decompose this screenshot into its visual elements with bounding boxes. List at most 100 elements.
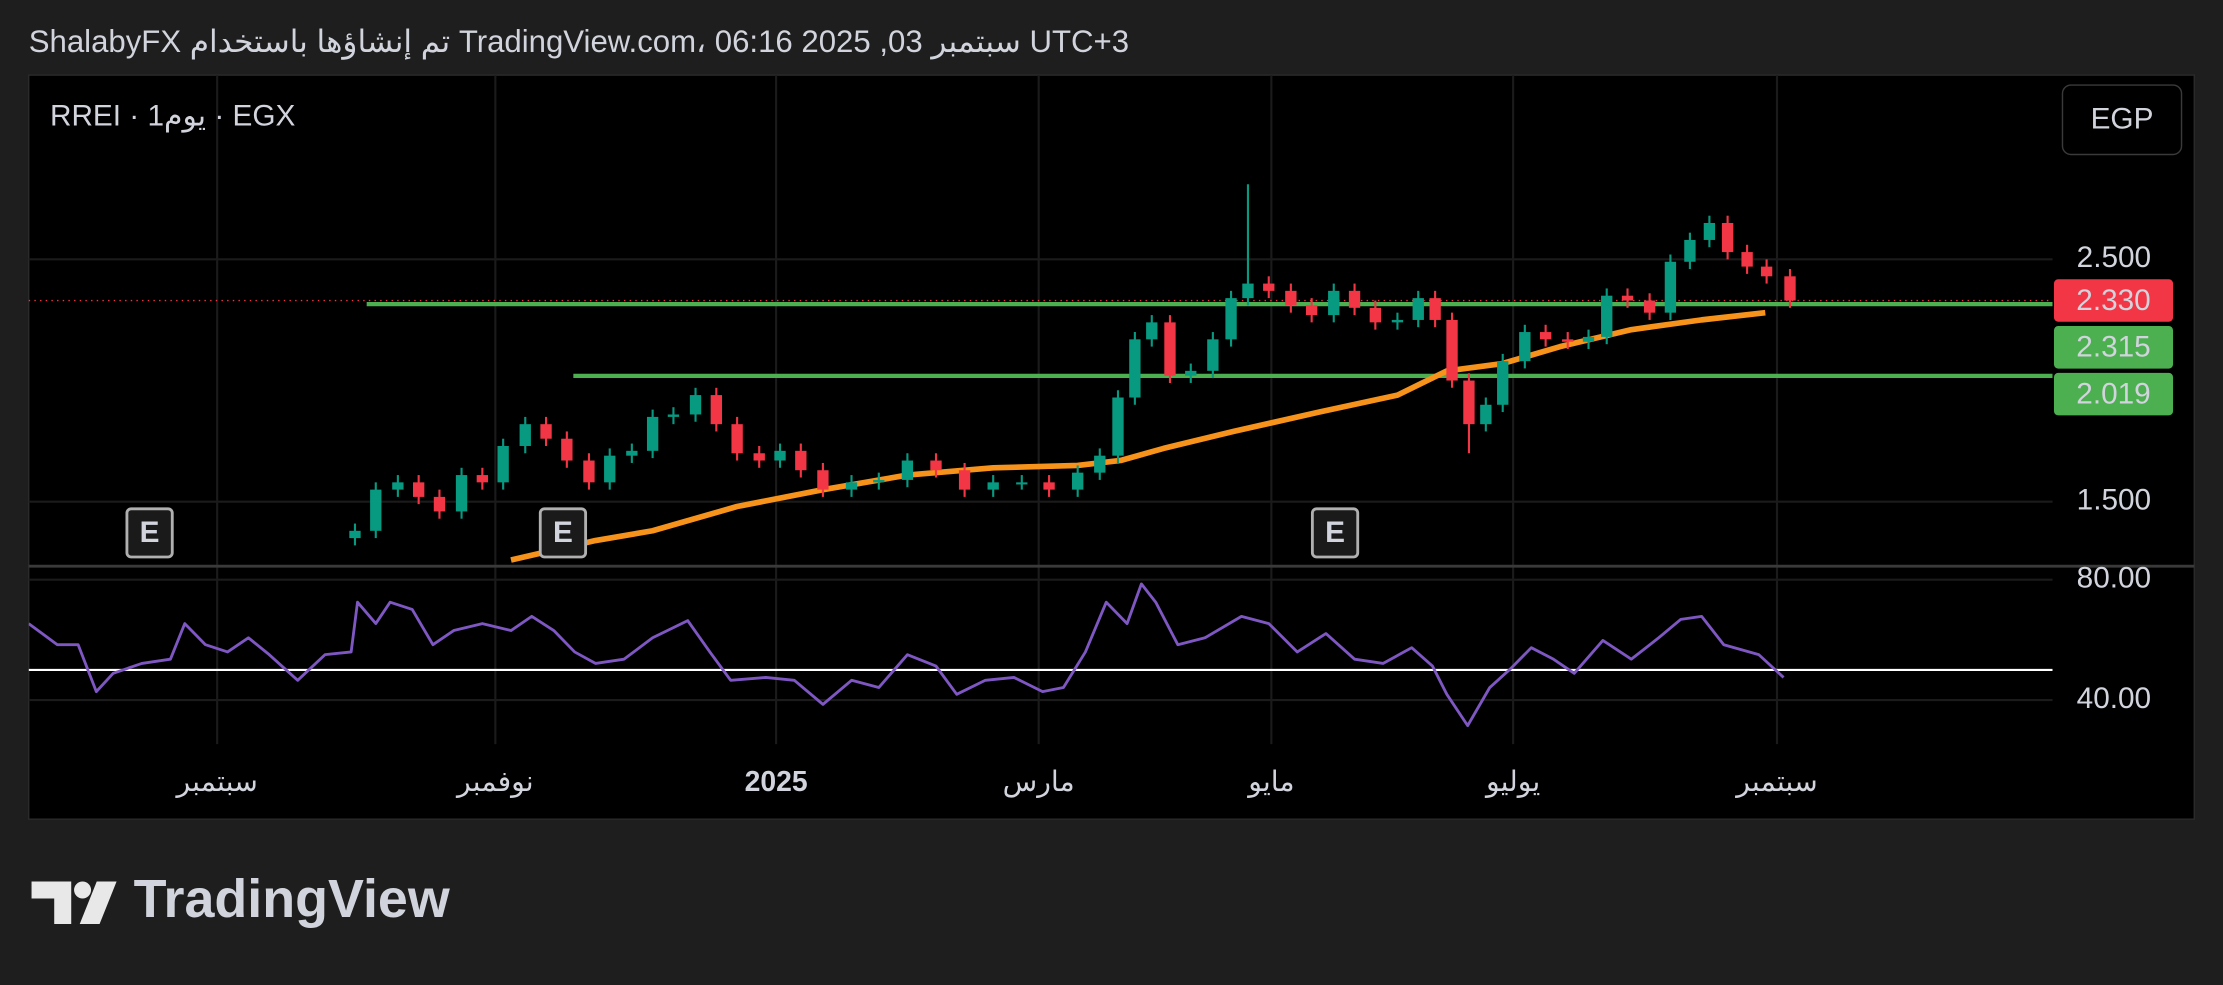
candle-body xyxy=(370,489,382,531)
candle-body xyxy=(1643,300,1656,313)
candle-body xyxy=(1480,404,1492,425)
candle-body xyxy=(1664,261,1677,313)
candle-body xyxy=(1043,482,1055,490)
candle-body xyxy=(1185,370,1197,376)
candle-body xyxy=(1463,380,1475,425)
candle-body xyxy=(1621,295,1634,301)
candle-body xyxy=(392,482,404,490)
candle-body xyxy=(689,395,702,415)
candle-body xyxy=(1519,332,1531,362)
candle-body xyxy=(540,424,552,439)
price-badge-label: 2.330 xyxy=(2076,284,2150,317)
candle-body xyxy=(412,482,425,497)
candle-body xyxy=(1225,298,1237,340)
candle-body xyxy=(753,453,765,461)
symbol-label: RREI · 1يوم · EGX xyxy=(50,99,296,132)
logo-icon xyxy=(31,881,117,925)
earnings-label: E xyxy=(553,516,573,549)
candle-body xyxy=(845,482,858,490)
price-pane xyxy=(28,184,2053,563)
x-tick-label: 2025 xyxy=(745,766,808,798)
earnings-label: E xyxy=(1325,516,1345,549)
candle-body xyxy=(646,416,659,451)
x-tick-label: يوليو xyxy=(1484,766,1540,798)
y-tick-label: 2.500 xyxy=(2077,241,2151,274)
candle-body xyxy=(1412,298,1424,320)
x-tick-label: سبتمبر xyxy=(174,766,257,798)
earnings-marker xyxy=(125,507,174,559)
candle-body xyxy=(1285,290,1297,306)
candle-body xyxy=(1207,339,1219,371)
moving-average xyxy=(510,309,1766,563)
price-badge xyxy=(2053,279,2174,322)
candle-body xyxy=(987,482,999,490)
candle-body xyxy=(1072,472,1084,490)
candle-body xyxy=(497,445,509,483)
candle-body xyxy=(433,496,446,512)
candle-body xyxy=(1784,276,1796,301)
y-tick-label: 40.00 xyxy=(2077,682,2151,715)
candle-body xyxy=(1146,322,1158,340)
candle-body xyxy=(1429,298,1441,320)
candle-body xyxy=(561,438,573,461)
candle-body xyxy=(710,395,722,425)
y-tick-label: 80.00 xyxy=(2077,562,2151,595)
candle-body xyxy=(1703,222,1716,240)
candle-body xyxy=(1539,332,1552,340)
candle-body xyxy=(1129,339,1141,398)
candle-body xyxy=(1684,239,1696,262)
x-tick-label: سبتمبر xyxy=(1734,766,1817,798)
candle-body xyxy=(1601,295,1613,337)
candle-body xyxy=(519,424,531,446)
price-badge xyxy=(2053,372,2174,416)
rsi-line xyxy=(28,582,1785,728)
candle-body xyxy=(1112,397,1124,456)
candle-body xyxy=(455,475,468,512)
y-tick-label: 1.500 xyxy=(2077,484,2151,517)
candle-body xyxy=(1242,283,1254,299)
candle-body xyxy=(1562,339,1574,342)
header-text: ShalabyFX تم إنشاؤها باستخدام TradingVie… xyxy=(29,24,1129,60)
candle-body xyxy=(583,460,595,483)
price-badge-label: 2.315 xyxy=(2076,331,2150,364)
grid xyxy=(28,75,2053,745)
candle-body xyxy=(1094,455,1106,473)
candle-body xyxy=(731,424,743,454)
earnings-marker xyxy=(538,507,588,559)
candle-body xyxy=(817,470,829,490)
price-badge-label: 2.019 xyxy=(2076,377,2150,410)
candle-body xyxy=(958,470,971,490)
candle-body xyxy=(1263,283,1275,291)
candle-body xyxy=(1446,319,1458,381)
chart-frame xyxy=(28,74,2195,820)
x-tick-label: نوفمبر xyxy=(455,766,534,798)
candle-body xyxy=(1328,290,1340,316)
candle-body xyxy=(1760,266,1773,277)
candle-body xyxy=(1305,305,1318,316)
candle-body xyxy=(1016,482,1028,485)
candle-body xyxy=(1497,361,1509,405)
candle-body xyxy=(604,455,616,483)
candle-body xyxy=(1391,319,1404,323)
x-tick-label: مارس xyxy=(1003,766,1075,798)
earnings-marker xyxy=(1310,507,1360,559)
logo-text: TradingView xyxy=(134,869,450,929)
axes: سبتمبر نوفمبر 2025 مارس مايو يوليو سبتمبر 1.500… xyxy=(174,241,2174,798)
currency-label[interactable]: EGP xyxy=(2091,102,2154,135)
candle-body xyxy=(349,530,361,539)
candle-body xyxy=(1721,222,1734,253)
candle-body xyxy=(1164,322,1176,376)
candle-body xyxy=(1582,336,1595,342)
candle-body xyxy=(476,475,489,483)
currency-button[interactable] xyxy=(2061,84,2183,156)
candle-body xyxy=(1741,252,1753,267)
candle-body xyxy=(873,479,885,483)
price-badge xyxy=(2053,326,2174,369)
x-tick-label: مايو xyxy=(1246,766,1294,798)
candle-body xyxy=(1348,290,1361,308)
candle-body xyxy=(626,450,638,456)
candle-body xyxy=(1369,307,1382,323)
earnings-label: E xyxy=(140,516,160,549)
